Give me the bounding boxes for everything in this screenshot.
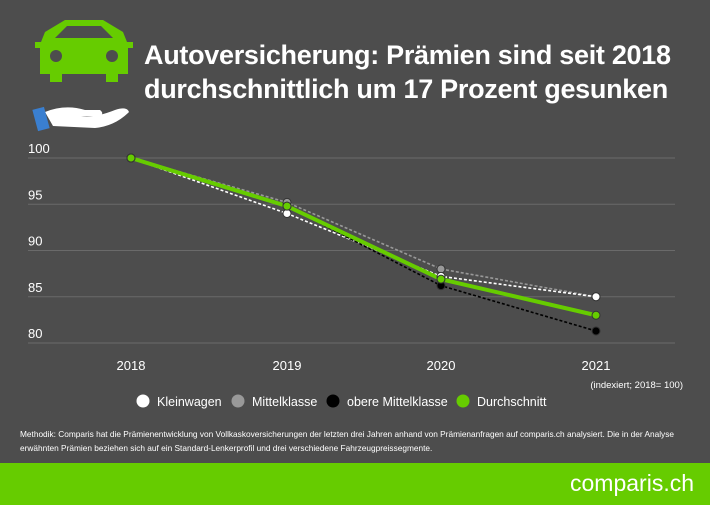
y-tick-label: 80 [28, 326, 42, 341]
car-insurance-hand-icon [32, 20, 133, 132]
legend-marker [136, 394, 150, 408]
legend-marker [456, 394, 470, 408]
data-point [591, 292, 601, 302]
data-point [282, 201, 292, 211]
methodology-note: Methodik: Comparis hat die Prämienentwic… [20, 429, 674, 453]
y-tick-label: 100 [28, 141, 50, 156]
y-tick-label: 95 [28, 187, 42, 202]
legend-label: Kleinwagen [157, 395, 222, 409]
legend-marker [231, 394, 245, 408]
legend-label: Durchschnitt [477, 395, 547, 409]
line-chart: 100 95 90 85 80 2018 2019 2020 2021 (indexiert; 2… [28, 141, 683, 409]
index-note: (indexiert; 2018= 100) [590, 380, 683, 391]
series-line-kleinwagen [130, 157, 597, 298]
data-point [436, 264, 446, 274]
title-line-1: Autoversicherung: Prämien sind seit 2018 [144, 40, 671, 70]
y-tick-label: 85 [28, 280, 42, 295]
data-point [126, 153, 136, 163]
x-tick-label: 2018 [117, 358, 146, 373]
x-tick-label: 2019 [273, 358, 302, 373]
data-point [591, 326, 601, 336]
y-tick-label: 90 [28, 234, 42, 249]
x-tick-label: 2021 [582, 358, 611, 373]
legend-label: obere Mittelklasse [347, 395, 448, 409]
chart-title: Autoversicherung: Prämien sind seit 2018… [144, 38, 671, 106]
footer-bar: comparis.ch [0, 463, 710, 505]
data-point [282, 209, 292, 218]
data-point [591, 310, 601, 320]
title-line-2: durchschnittlich um 17 Prozent gesunken [144, 74, 668, 104]
series-line-durchschnitt [130, 156, 597, 318]
x-tick-label: 2020 [427, 358, 456, 373]
comparis-logo: comparis.ch [570, 470, 694, 496]
legend-label: Mittelklasse [252, 395, 317, 409]
legend-marker [326, 394, 340, 408]
data-point [436, 274, 446, 284]
